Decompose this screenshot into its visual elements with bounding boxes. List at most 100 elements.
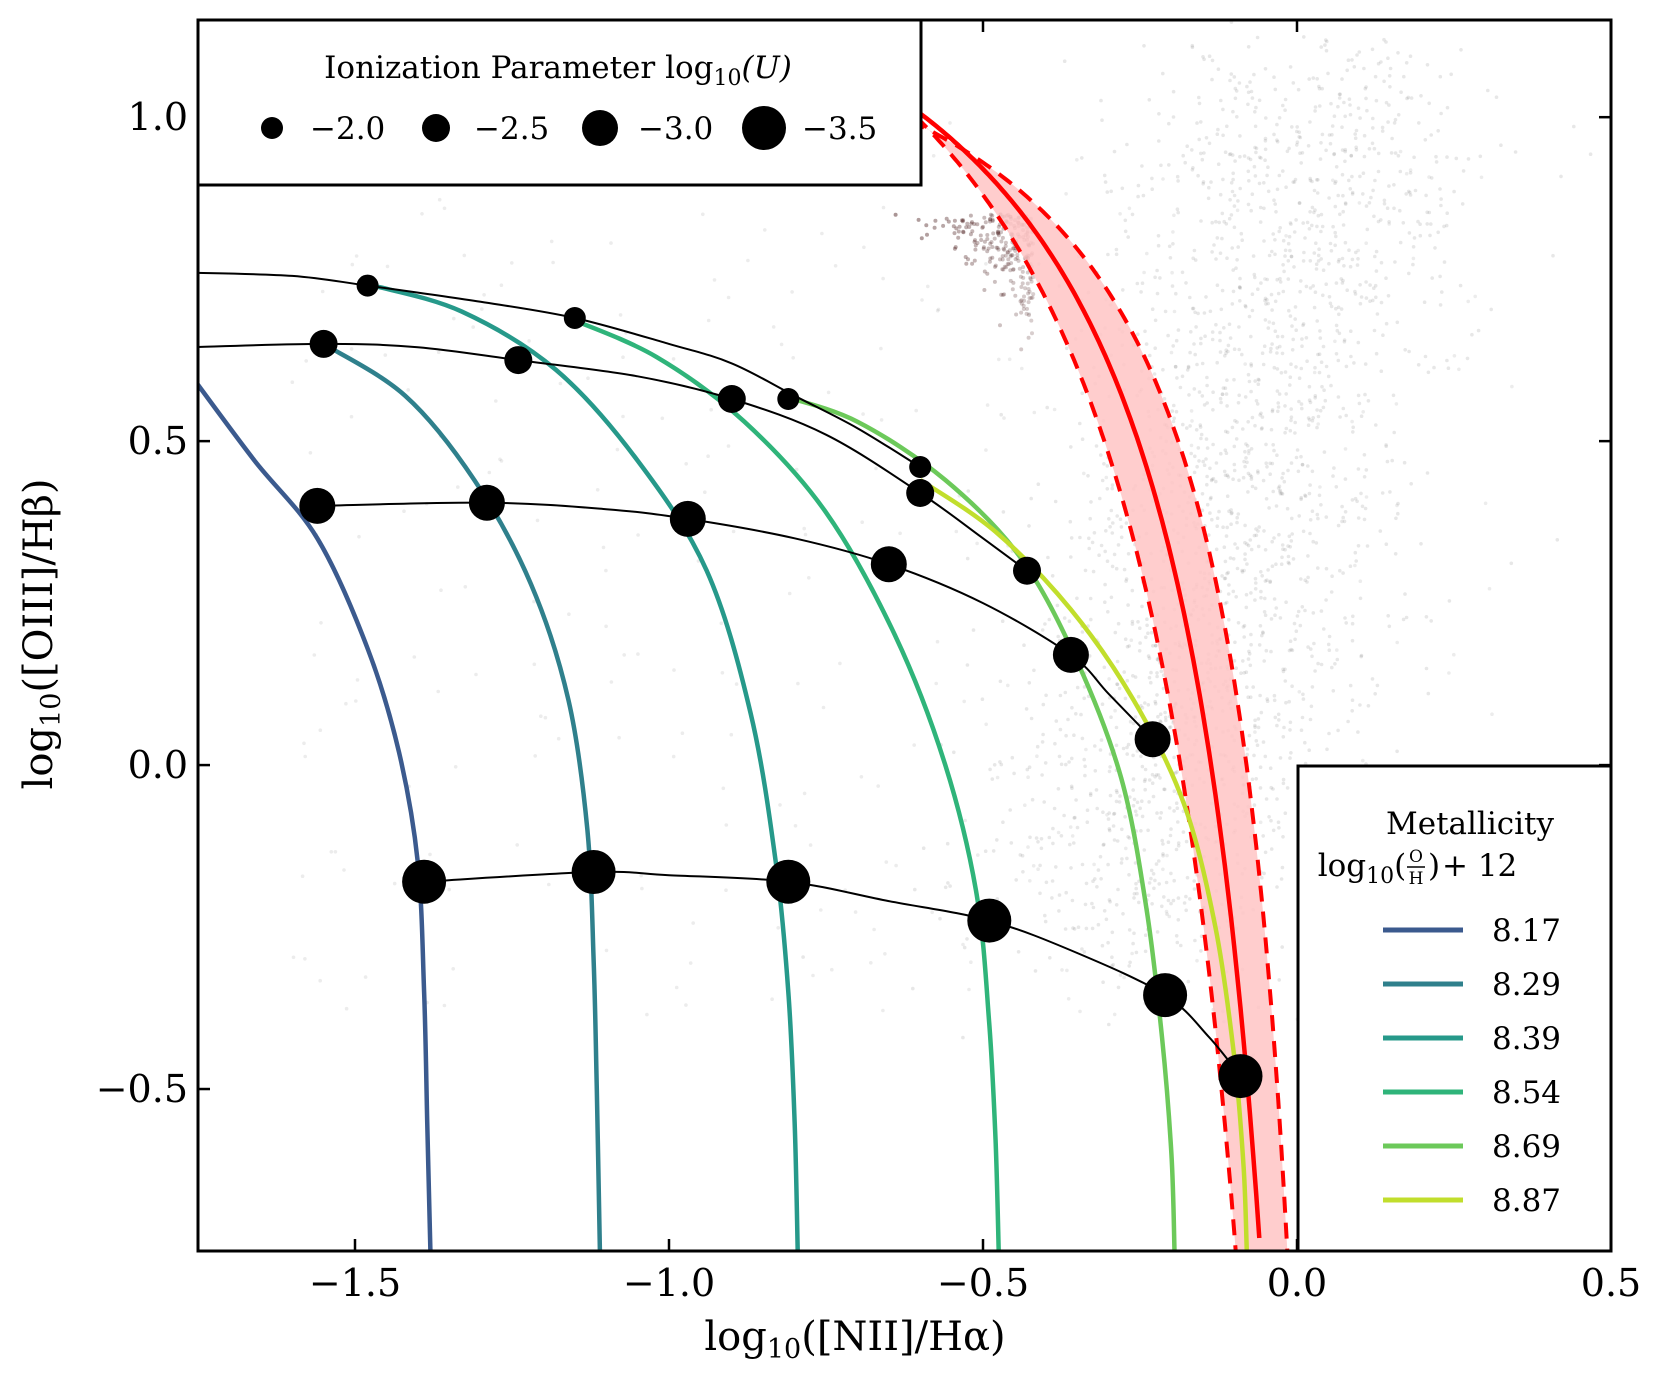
- agn-point: [1235, 115, 1239, 119]
- sf-point: [980, 225, 985, 230]
- agn-point: [1132, 797, 1137, 802]
- outlier-point: [1129, 638, 1134, 642]
- svg-text:): ): [1428, 848, 1440, 884]
- agn-point: [1384, 444, 1388, 449]
- agn-point: [1131, 803, 1136, 808]
- agn-point: [1188, 350, 1192, 355]
- agn-point: [1317, 370, 1322, 375]
- agn-point: [1334, 165, 1339, 169]
- agn-point: [1008, 808, 1012, 812]
- agn-point: [1316, 253, 1321, 258]
- agn-point: [1115, 659, 1120, 664]
- agn-point: [1466, 157, 1471, 161]
- agn-point: [1185, 875, 1190, 880]
- outlier-point: [1479, 175, 1484, 180]
- sf-point: [995, 230, 1000, 235]
- agn-point: [1353, 289, 1357, 294]
- agn-point: [1263, 596, 1267, 601]
- agn-point: [1287, 561, 1291, 566]
- agn-point: [1028, 835, 1032, 840]
- sf-point: [916, 217, 921, 222]
- agn-point: [1390, 136, 1394, 141]
- sf-point: [946, 219, 951, 224]
- sf-point: [1000, 235, 1005, 240]
- agn-point: [1381, 333, 1385, 338]
- agn-point: [1275, 453, 1279, 458]
- agn-point: [1355, 53, 1359, 57]
- outlier-point: [674, 985, 679, 990]
- outlier-point: [926, 284, 930, 289]
- agn-point: [1373, 692, 1377, 696]
- sf-point: [1024, 311, 1029, 316]
- agn-point: [1279, 877, 1284, 881]
- sf-point: [1005, 250, 1010, 255]
- agn-point: [1376, 151, 1381, 156]
- agn-point: [1102, 665, 1107, 670]
- sf-point: [1026, 291, 1031, 296]
- agn-point: [1171, 242, 1175, 246]
- agn-point: [1160, 838, 1164, 843]
- agn-point: [1245, 747, 1250, 751]
- outlier-point: [412, 655, 417, 659]
- outlier-point: [912, 743, 916, 747]
- agn-point: [1222, 469, 1227, 474]
- agn-point: [1133, 861, 1138, 865]
- agn-point: [1315, 425, 1319, 430]
- agn-point: [1200, 361, 1205, 366]
- outlier-point: [586, 376, 590, 381]
- ionization-point: [571, 850, 616, 894]
- agn-point: [1071, 926, 1075, 930]
- agn-point: [1202, 151, 1206, 155]
- agn-point: [1307, 227, 1312, 231]
- agn-point: [1352, 361, 1356, 365]
- outlier-point: [1447, 671, 1451, 675]
- agn-point: [1555, 538, 1560, 542]
- sf-point: [1029, 279, 1034, 284]
- agn-point: [1217, 509, 1221, 514]
- agn-point: [1269, 847, 1274, 851]
- agn-point: [1249, 632, 1253, 637]
- outlier-point: [320, 289, 325, 294]
- outlier-point: [494, 399, 498, 403]
- agn-point: [1198, 425, 1203, 429]
- outlier-point: [342, 868, 346, 872]
- agn-point: [1269, 346, 1273, 351]
- agn-point: [1238, 299, 1242, 303]
- sf-point: [1003, 240, 1008, 245]
- agn-point: [1282, 479, 1287, 484]
- agn-point: [1172, 878, 1176, 883]
- agn-point: [1193, 310, 1197, 315]
- agn-point: [1244, 305, 1248, 309]
- agn-point: [1294, 629, 1299, 633]
- agn-point: [1373, 283, 1378, 288]
- agn-point: [1102, 173, 1107, 178]
- agn-point: [1246, 45, 1251, 49]
- sf-point: [967, 225, 972, 229]
- agn-point: [1119, 525, 1124, 529]
- agn-point: [952, 750, 956, 755]
- agn-point: [1255, 743, 1260, 747]
- agn-point: [1394, 516, 1398, 521]
- agn-point: [1065, 346, 1069, 351]
- agn-point: [1349, 329, 1353, 334]
- agn-point: [1075, 596, 1079, 601]
- agn-point: [1216, 127, 1220, 132]
- outlier-point: [680, 731, 685, 735]
- agn-point: [1341, 223, 1346, 227]
- agn-point: [965, 937, 969, 941]
- agn-point: [1366, 704, 1371, 708]
- agn-point: [1112, 812, 1116, 816]
- agn-point: [1409, 482, 1413, 486]
- agn-point: [1379, 60, 1383, 64]
- agn-point: [1191, 256, 1195, 261]
- outlier-point: [1318, 485, 1322, 489]
- sf-point: [961, 229, 966, 234]
- agn-point: [1248, 80, 1252, 84]
- agn-point: [1294, 218, 1298, 222]
- agn-point: [1100, 118, 1104, 122]
- agn-point: [1116, 985, 1121, 990]
- agn-point: [992, 763, 997, 767]
- agn-point: [1025, 767, 1030, 772]
- sf-point: [964, 225, 969, 230]
- agn-point: [1319, 45, 1323, 49]
